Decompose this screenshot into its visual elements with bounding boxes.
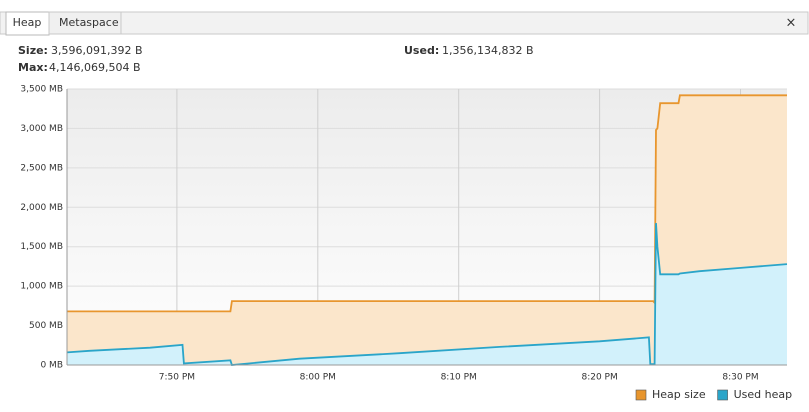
series-line	[66, 223, 788, 366]
y-tick-label: 2,500 MB	[20, 163, 63, 173]
x-tick-label: 7:50 PM	[159, 373, 195, 383]
y-tick-label: 500 MB	[29, 321, 63, 331]
tab[interactable]	[48, 11, 122, 35]
x-tick-label: 8:20 PM	[581, 373, 617, 383]
y-tick-label: 1,000 MB	[20, 282, 63, 292]
stat-value: 3,596,091,392 B	[51, 44, 143, 57]
y-tick-label: 2,000 MB	[20, 203, 63, 213]
y-tick-label: 0 MB	[40, 361, 63, 371]
legend-label: Heap size	[652, 388, 706, 401]
legend-swatch	[717, 389, 728, 401]
y-tick-label: 3,000 MB	[20, 124, 63, 134]
y-tick-label: 3,500 MB	[20, 85, 63, 95]
y-tick-label: 1,500 MB	[20, 242, 63, 252]
x-tick-label: 8:00 PM	[300, 373, 336, 383]
stat-value: 4,146,069,504 B	[49, 61, 141, 74]
tab-label[interactable]: Heap	[13, 16, 42, 29]
x-tick-label: 8:10 PM	[441, 373, 477, 383]
close-button[interactable]: ×	[786, 16, 797, 31]
tab-bar	[0, 11, 809, 35]
series-line	[67, 94, 787, 313]
tab-label[interactable]: Metaspace	[59, 16, 119, 29]
area-fill	[67, 223, 787, 365]
stat-value: 1,356,134,832 B	[442, 44, 534, 57]
legend-swatch	[635, 389, 647, 401]
legend-label: Used heap	[734, 388, 793, 401]
stat-label: Used:	[404, 44, 439, 57]
x-tick-label: 8:30 PM	[722, 373, 758, 383]
stat-label: Max:	[18, 61, 48, 74]
stat-label: Size:	[18, 44, 48, 57]
